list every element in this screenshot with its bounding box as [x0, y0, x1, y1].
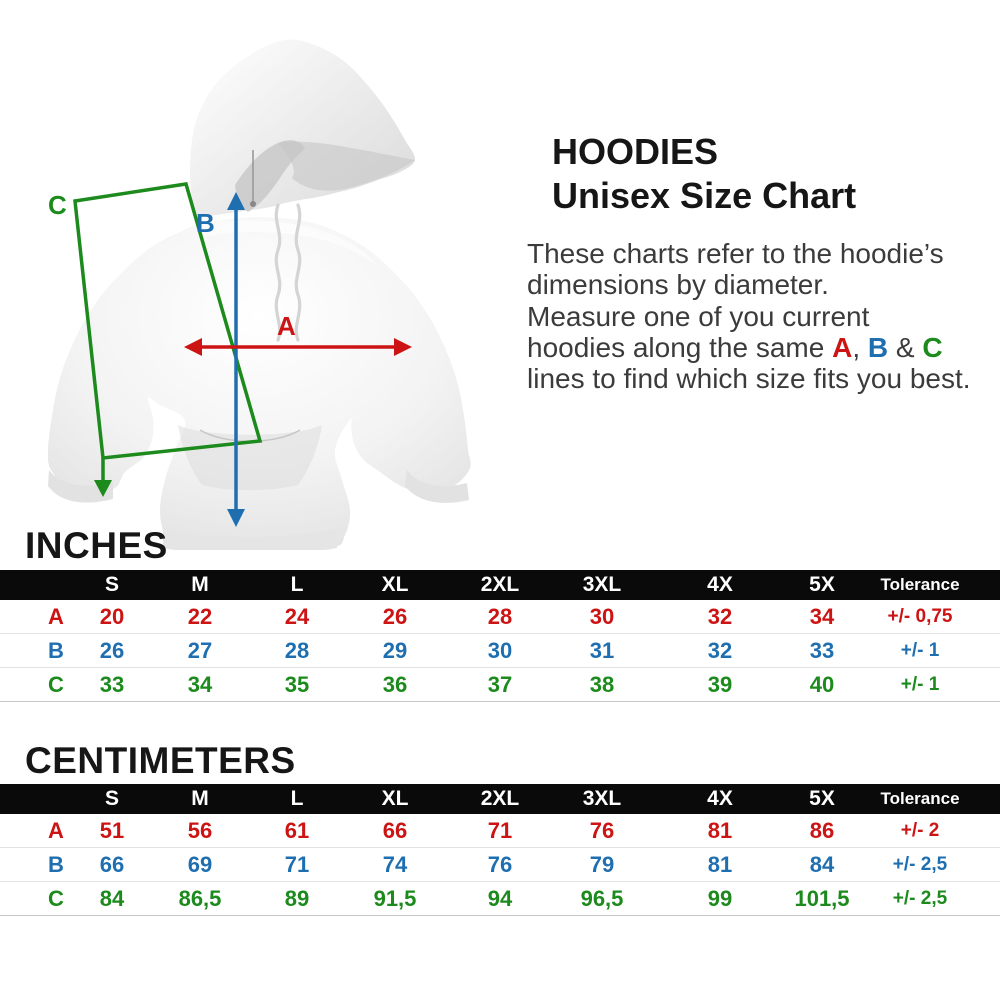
svg-text:B: B	[196, 208, 215, 238]
svg-text:C: C	[48, 190, 67, 220]
svg-text:A: A	[277, 311, 296, 341]
